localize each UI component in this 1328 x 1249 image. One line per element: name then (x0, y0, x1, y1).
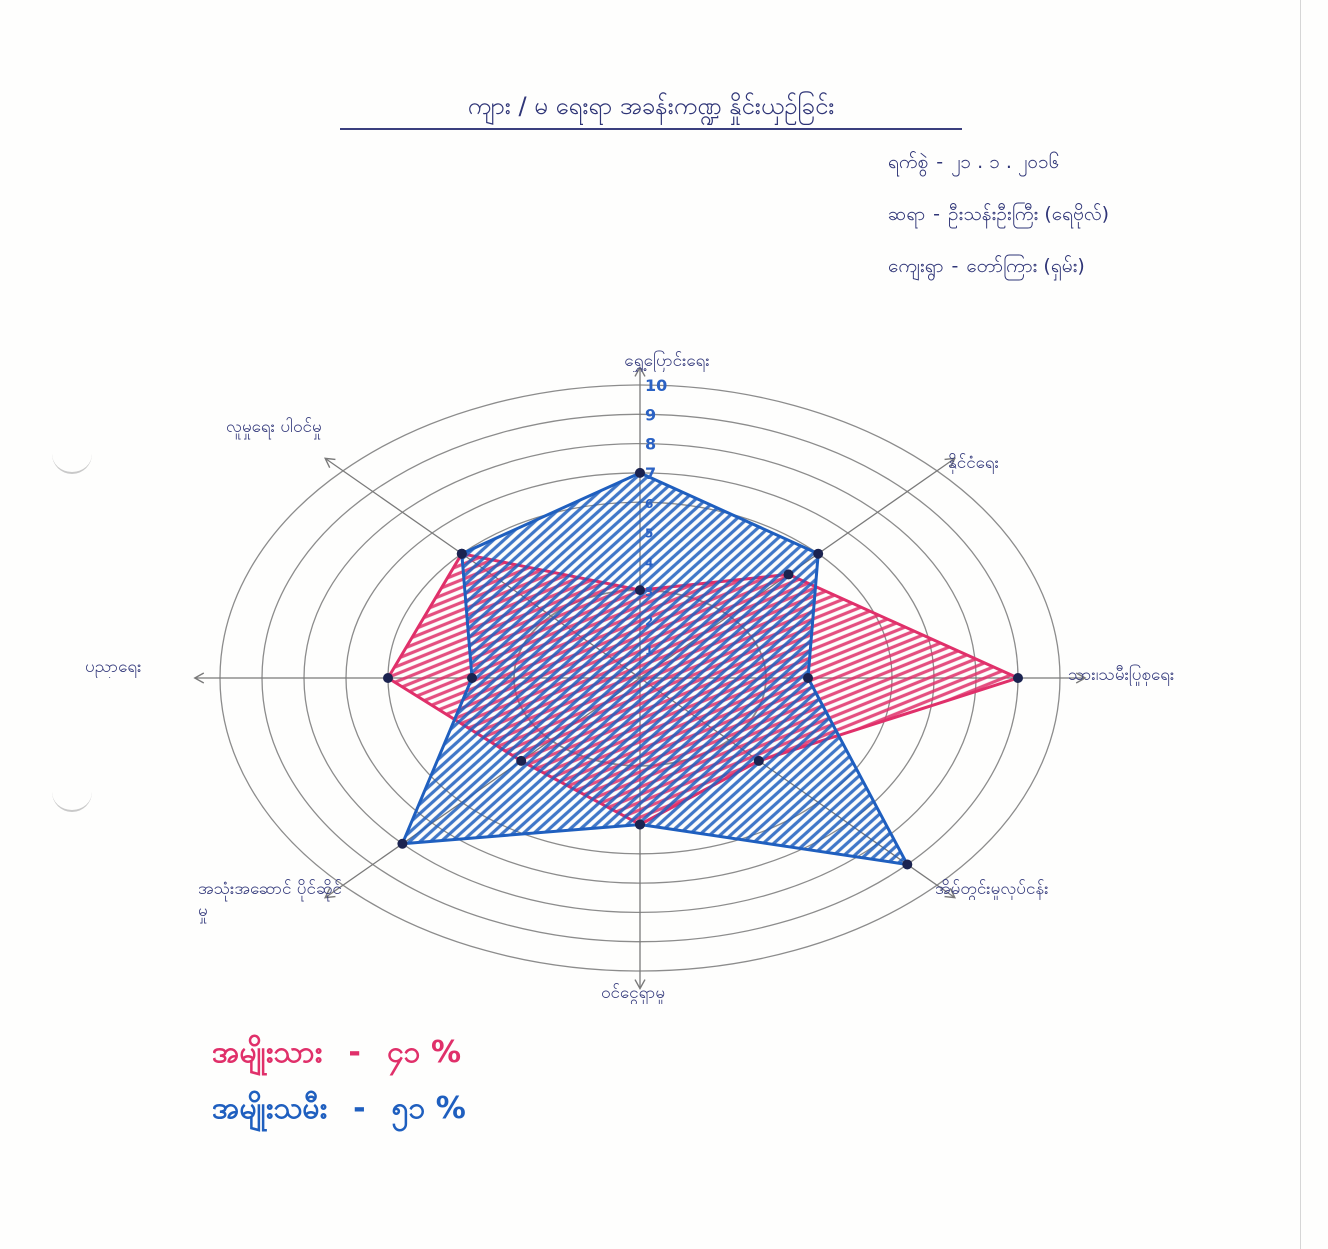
info-village: ကျေးရွာ - တော်ကြား (ရှမ်း) (888, 244, 1298, 296)
chart-title: ကျား / မ ရေးရာ အခန်းကဏ္ဍ နှိုင်းယှဉ်ခြင်… (340, 86, 962, 130)
axis-label-top: ရွှေ့ပြောင်းရေး (624, 351, 710, 371)
vertex-dot-1-6 (467, 673, 477, 683)
info-facilitator: ဆရာ - ဦးသန်းဦးကြီး (ရေဗိုလ်) (888, 192, 1298, 244)
vertex-dot-1-0 (635, 467, 645, 478)
legend-women-separator: - (353, 1091, 366, 1126)
tick-label-10: 10 (645, 376, 667, 395)
info-village-value: တော်ကြား (ရှမ်း) (966, 255, 1085, 277)
punch-hole-bottom (52, 788, 92, 812)
vertex-dot-0-2 (1013, 673, 1023, 683)
info-facilitator-separator: - (933, 203, 940, 225)
tick-label-6: 6 (645, 497, 653, 511)
info-block: ရက်စွဲ -၂၁ . ၁ . ၂၀၁၆ ဆရာ - ဦးသန်းဦးကြီး (ရ… (888, 140, 1298, 296)
paper-edge (1300, 0, 1301, 1249)
info-date-separator: - (936, 151, 944, 173)
tick-label-3: 3 (645, 585, 653, 599)
axis-label-top-left: လူမှုရေး ပါဝင်မှု (226, 417, 322, 437)
legend-men-label: အမျိုးသား (212, 1035, 323, 1070)
tick-label-8: 8 (645, 435, 656, 454)
tick-label-9: 9 (645, 405, 656, 424)
tick-label-5: 5 (645, 527, 653, 541)
series-polygons (386, 471, 1020, 866)
legend: အမျိုးသား -၄၁ % အမျိုးသမီး -၅၁ % (212, 1028, 732, 1140)
axis-label-top-right: နိုင်ငံရေး (948, 453, 999, 473)
legend-men-value: ၄၁ % (386, 1035, 462, 1070)
vertex-dot-1-2 (803, 673, 813, 683)
punch-hole-top (52, 450, 92, 474)
tick-label-1: 1 (645, 644, 653, 658)
vertex-dot-1-5 (397, 838, 408, 849)
axis-ticks: 1 2 3 4 5 6 7 8 9 10 (645, 376, 667, 658)
vertex-dot-1-7 (456, 548, 467, 559)
tick-label-7: 7 (645, 464, 656, 483)
info-village-label: ကျေးရွာ (888, 255, 944, 277)
info-date-value: ၂၁ . ၁ . ၂၀၁၆ (951, 151, 1060, 173)
vertex-dot-1-4 (635, 819, 645, 830)
vertex-dots (383, 467, 1023, 870)
vertex-dot-0-5 (516, 755, 527, 766)
info-facilitator-value: ဦးသန်းဦးကြီး (ရေဗိုလ်) (947, 203, 1110, 225)
axis-label-right: သား၊သမီးပြုစုရေး (1068, 665, 1175, 685)
tick-label-2: 2 (645, 614, 653, 628)
legend-women-label: အမျိုးသမီး (212, 1091, 328, 1126)
vertex-dot-1-1 (813, 548, 824, 559)
info-village-separator: - (951, 255, 959, 277)
axis-label-bottom-right: အိမ်တွင်းမှုလုပ်ငန်း (935, 879, 1049, 899)
tick-label-4: 4 (645, 556, 653, 570)
legend-men-separator: - (348, 1035, 361, 1070)
vertex-dot-0-6 (383, 673, 393, 683)
vertex-dot-1-3 (902, 859, 913, 870)
info-facilitator-label: ဆရာ (888, 203, 926, 225)
vertex-dot-0-3 (753, 755, 764, 766)
legend-item-men: အမျိုးသား -၄၁ % (212, 1028, 732, 1084)
vertex-dot-0-0 (635, 585, 645, 596)
axis-label-bottom-left: အသုံးအဆောင် ပိုင်ဆိုင်မှု (198, 879, 342, 922)
legend-women-value: ၅၁ % (391, 1091, 466, 1126)
legend-item-women: အမျိုးသမီး -၅၁ % (212, 1084, 732, 1140)
axis-label-bottom: ဝင်ငွေရှာမှု (600, 983, 666, 1003)
info-date-label: ရက်စွဲ (888, 151, 929, 173)
vertex-dot-0-1 (783, 569, 794, 580)
info-date: ရက်စွဲ -၂၁ . ၁ . ၂၀၁၆ (888, 140, 1298, 192)
axis-label-left: ပညာရေး (85, 657, 142, 677)
